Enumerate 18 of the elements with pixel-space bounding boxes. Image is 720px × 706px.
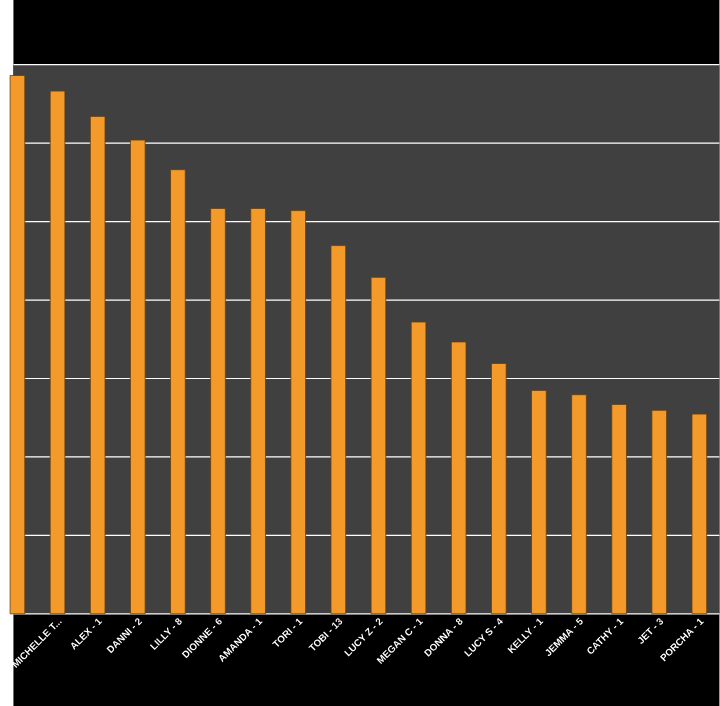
bar — [9, 75, 26, 615]
bar — [49, 90, 66, 615]
bar — [491, 363, 507, 615]
bar — [531, 390, 547, 615]
bar — [170, 169, 186, 615]
bar — [210, 208, 226, 615]
bar — [450, 341, 467, 615]
bar — [410, 321, 427, 615]
bar — [89, 116, 106, 615]
bar — [290, 210, 306, 615]
bar — [130, 139, 146, 615]
bar — [691, 413, 708, 615]
bar — [611, 404, 627, 615]
bar — [250, 208, 266, 615]
bar — [330, 245, 347, 615]
bar — [571, 394, 587, 615]
bar — [651, 409, 667, 615]
bar — [370, 276, 387, 615]
